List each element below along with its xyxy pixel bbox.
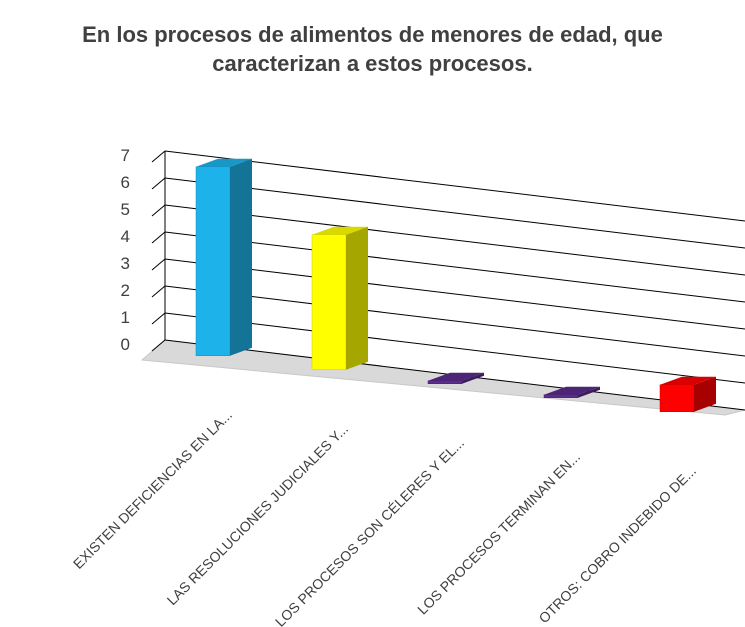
chart-title-line-1: En los procesos de alimentos de menores … (82, 22, 663, 47)
x-category-label: EXISTEN DEFICIENCIAS EN LA... (70, 407, 235, 572)
bar (543, 386, 600, 398)
bar-top (544, 386, 600, 395)
bar (195, 158, 252, 356)
gridline-side (151, 204, 166, 217)
y-tick-label: 5 (121, 200, 130, 219)
gridline (164, 231, 745, 303)
gridline (164, 312, 745, 384)
bar-side (346, 226, 368, 370)
y-tick-label: 3 (121, 254, 130, 273)
bar-top (312, 226, 368, 235)
gridline-side (151, 231, 166, 244)
bar-side (462, 372, 484, 384)
bar-front (311, 234, 347, 370)
bar-top (660, 376, 716, 385)
bar-top (196, 158, 252, 167)
chart-title-line-2: caracterizan a estos procesos. (212, 51, 533, 76)
gridline-side (151, 150, 166, 163)
bar-front (195, 166, 231, 356)
x-category-label: OTROS: COBRO INDEBIDO DE... (535, 463, 699, 627)
chart-axis: 0 1 2 3 4 5 6 7 (121, 146, 166, 354)
gridline-side (151, 177, 166, 190)
bar-top (428, 372, 484, 381)
gridline (164, 285, 745, 357)
bar-front (543, 394, 579, 398)
y-tick-label: 1 (121, 308, 130, 327)
y-tick-label: 0 (121, 335, 130, 354)
y-tick-label: 7 (121, 146, 130, 165)
gridline-side (151, 258, 166, 271)
bar-front (659, 384, 695, 412)
chart-title: En los procesos de alimentos de menores … (0, 20, 745, 78)
bar-front (427, 380, 463, 384)
bar (427, 372, 484, 384)
chart-bars (195, 158, 716, 412)
gridline (164, 150, 745, 222)
chart-labels: EXISTEN DEFICIENCIAS EN LA...LAS RESOLUC… (70, 407, 699, 627)
gridline-side (151, 312, 166, 325)
gridline-side (151, 285, 166, 298)
bar-side (230, 158, 252, 356)
gridline (164, 177, 745, 249)
y-tick-label: 4 (121, 227, 130, 246)
bar-side (578, 386, 600, 398)
gridline (164, 258, 745, 330)
bar (659, 376, 716, 412)
bar (311, 226, 368, 370)
y-tick-label: 6 (121, 173, 130, 192)
gridline-side (151, 339, 166, 352)
y-tick-label: 2 (121, 281, 130, 300)
bar-side (694, 376, 716, 412)
gridline (164, 204, 745, 276)
